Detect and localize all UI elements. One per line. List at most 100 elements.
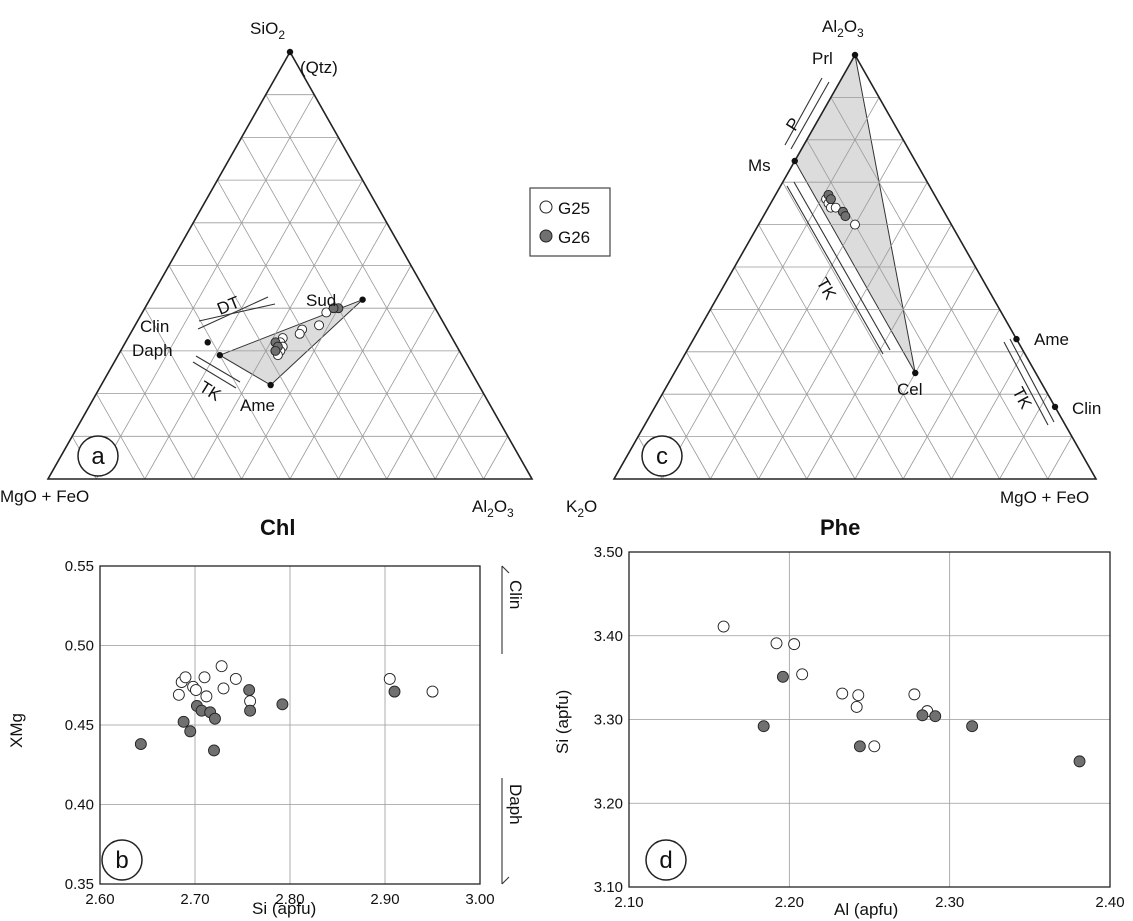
panel-d-label: d [659, 847, 672, 874]
y-tick-label: 3.10 [594, 879, 623, 896]
trend-line-tk-clin-2 [1009, 338, 1055, 423]
side-label-clin: Clin [506, 580, 525, 609]
ylabel-b: XMg [7, 713, 26, 748]
trend-line-tk-phe [786, 185, 884, 355]
grid-line [434, 393, 484, 480]
grid-line [289, 265, 412, 480]
point-g25 [215, 660, 228, 673]
grid-line [710, 309, 808, 480]
grid-line [265, 94, 484, 480]
panel-a-label: a [91, 443, 105, 470]
ternary-grid-phe [637, 97, 1073, 480]
point-g26 [270, 345, 281, 356]
trend-line-tk-2 [195, 355, 241, 383]
y-tick-label: 0.40 [65, 797, 94, 814]
point-g25 [200, 690, 213, 703]
point-g25 [850, 219, 860, 230]
ame-label: Ame [240, 396, 275, 415]
y-tick-label: 0.45 [65, 717, 94, 734]
grid-line [661, 394, 711, 480]
point-g26 [916, 709, 929, 722]
point-g26 [929, 710, 942, 723]
grid-line [951, 351, 1025, 480]
point-g25 [717, 620, 730, 633]
chl-title: Chl [260, 515, 295, 540]
clin-label: Clin [140, 317, 169, 336]
legend-g25-label: G25 [558, 199, 590, 218]
ref-point-daph [216, 351, 224, 359]
ternary-outline-chl [46, 50, 534, 480]
reference-points-phe [791, 51, 1059, 411]
sud-label: Sud [306, 291, 336, 310]
scatter-xmg-si: 2.60 2.70 2.80 2.90 3.00 0.35 0.40 0.45 0.50 0.55… [7, 558, 525, 918]
x-tick-label: 2.90 [370, 891, 399, 908]
y-tick-label: 0.55 [65, 558, 94, 575]
qtz-label: (Qtz) [300, 58, 338, 77]
point-g26 [208, 744, 220, 757]
grid-line [830, 97, 1049, 480]
trend-line-p [784, 77, 823, 146]
apex-k2o-label: K2O [566, 497, 597, 520]
apex-al2o3-phe-label: Al2O3 [822, 17, 864, 40]
point-g26 [244, 704, 257, 717]
xlabel-b: Si (apfu) [252, 899, 316, 918]
point-g26 [243, 684, 256, 696]
grid-line [902, 309, 1000, 480]
x-tick-label: 2.40 [1095, 894, 1124, 911]
ms-label: Ms [748, 156, 771, 175]
apex-mgo-feo-label: MgO + FeO [0, 487, 89, 506]
plot-frame-d [628, 551, 1111, 888]
trend-line-tk [192, 361, 237, 389]
grid-line [96, 94, 315, 480]
point-g26 [208, 712, 221, 725]
panel-c-badge [641, 435, 683, 477]
data-points-phe [821, 189, 860, 230]
y-tick-label: 0.50 [65, 638, 94, 655]
scatter-si-al: 2.10 2.20 2.30 2.40 3.10 3.20 3.30 3.40 3.50 Al … [553, 544, 1125, 919]
point-g25 [830, 202, 841, 213]
reference-points-chl [204, 48, 366, 389]
tick-labels-b: 2.60 2.70 2.80 2.90 3.00 0.35 0.40 0.45 0.50 0.55 [65, 558, 495, 908]
point-g25 [314, 320, 324, 331]
grid-line [338, 308, 436, 480]
grid-line [144, 308, 242, 480]
ame-phe-label: Ame [1034, 330, 1069, 349]
grid-line [782, 182, 952, 480]
apex-al2o3-label: Al2O3 [472, 497, 514, 520]
point-g26 [776, 670, 789, 683]
clin-phe-label: Clin [1072, 399, 1101, 418]
grid-line [734, 266, 856, 480]
grid-line [758, 182, 928, 480]
daph-arrow-head [501, 876, 510, 885]
point-g26 [757, 720, 770, 733]
ylabel-d: Si (apfu) [553, 690, 572, 754]
panel-a-badge [77, 435, 119, 477]
plot-frame-b [99, 565, 481, 885]
grid-line [386, 350, 460, 480]
xlabel-d: Al (apfu) [834, 900, 898, 919]
ref-point-qtz [286, 48, 294, 56]
grid-line [192, 179, 363, 480]
ref-point-cel [912, 369, 919, 377]
tick-labels-d: 2.10 2.20 2.30 2.40 3.10 3.20 3.30 3.40 3.50 [594, 544, 1125, 911]
cel-label: Cel [897, 380, 923, 399]
daph-label: Daph [132, 341, 173, 360]
ternary-phe: Al2O3 Prl Ms Cel Ame Clin P TK TK K2O Mg… [566, 17, 1101, 540]
x-tick-label: 3.00 [465, 891, 494, 908]
apex-sio2-label: SiO2 [250, 19, 285, 42]
panel-c-label: c [656, 443, 668, 470]
point-g25 [229, 672, 242, 685]
point-g26 [853, 740, 866, 753]
phe-title: Phe [820, 515, 860, 540]
point-g26 [388, 685, 401, 698]
tk-phe-label: TK [813, 275, 841, 304]
y-tick-label: 3.30 [594, 712, 623, 729]
x-tick-label: 2.60 [85, 891, 114, 908]
grid-d [628, 551, 1111, 888]
point-g26 [276, 698, 289, 711]
apex-mgo-feo-phe-label: MgO + FeO [1000, 488, 1089, 507]
grid-line [483, 436, 509, 480]
point-g25 [836, 687, 849, 700]
x-tick-label: 2.10 [614, 894, 643, 911]
